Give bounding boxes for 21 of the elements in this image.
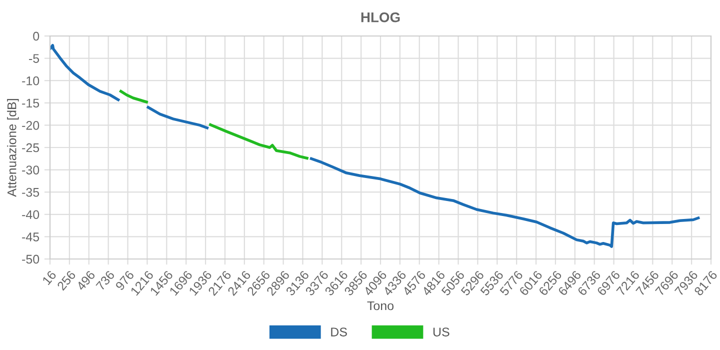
x-axis-title: Tono bbox=[367, 301, 394, 310]
x-tick-label: 256 bbox=[56, 270, 76, 291]
y-tick-label: -30 bbox=[22, 166, 40, 174]
y-tick-label: -5 bbox=[29, 54, 40, 63]
x-tick-label: 16 bbox=[42, 270, 57, 286]
chart-title: HLOG bbox=[361, 12, 400, 22]
x-tick-label: 736 bbox=[96, 270, 116, 291]
legend-label: DS bbox=[331, 328, 347, 336]
y-tick-label: -25 bbox=[22, 143, 40, 152]
x-tick-label: 976 bbox=[114, 270, 134, 291]
y-axis-title: Attenuazione [dB] bbox=[7, 99, 19, 197]
y-tick-label: -15 bbox=[22, 98, 40, 108]
y-tick-label: 0 bbox=[33, 32, 40, 41]
legend-label: US bbox=[433, 328, 450, 336]
x-tick-label: 496 bbox=[76, 270, 96, 292]
y-tick-label: -10 bbox=[22, 76, 40, 86]
y-tick-label: -50 bbox=[22, 254, 40, 264]
y-tick-label: -35 bbox=[22, 188, 40, 197]
y-tick-label: -40 bbox=[22, 210, 40, 220]
y-tick-label: -45 bbox=[22, 232, 40, 242]
y-tick-label: -20 bbox=[22, 121, 40, 130]
